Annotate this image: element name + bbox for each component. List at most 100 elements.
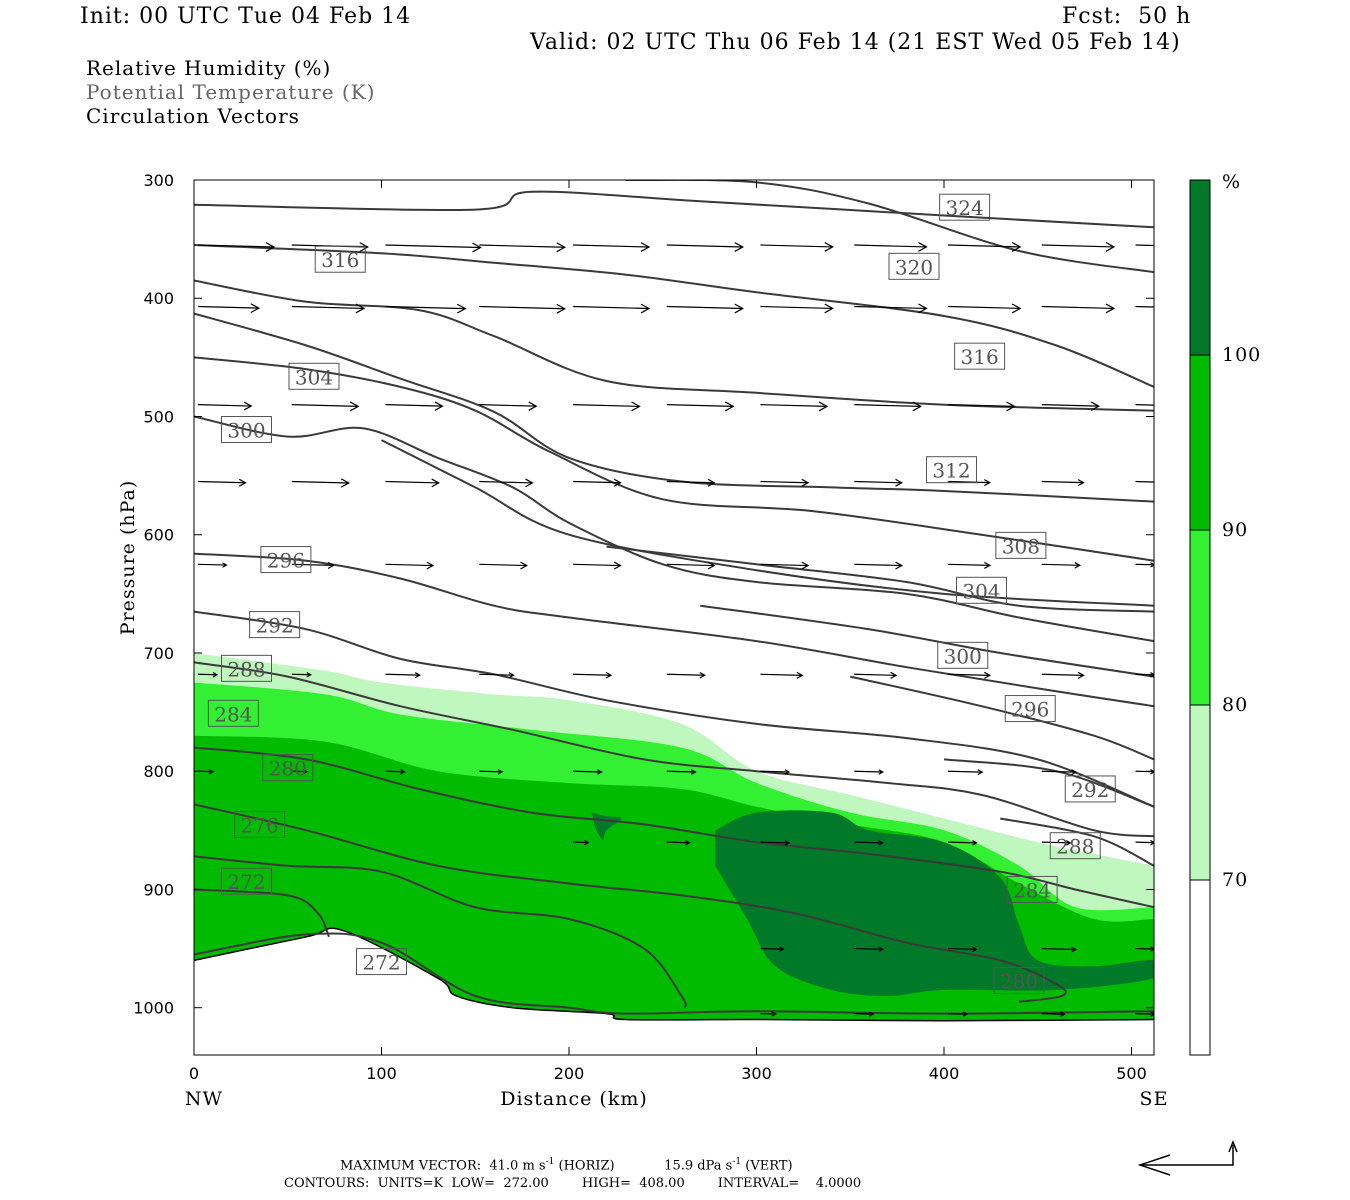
init-time: Init: 00 UTC Tue 04 Feb 14 (80, 4, 412, 29)
vector-shaft (479, 244, 565, 248)
vector-head (977, 769, 984, 776)
vector-shaft (1041, 563, 1080, 566)
vector-head (597, 769, 603, 775)
vector-arrow (572, 671, 613, 679)
theta-label-text: 316 (321, 248, 359, 272)
theta-label-text: 288 (1056, 835, 1094, 859)
vector-head (818, 401, 829, 412)
max-vector-vert-exp: -1 (732, 1157, 742, 1167)
theta-label-text: 292 (1071, 778, 1109, 802)
vector-arrow (854, 769, 884, 775)
theta-label-box (939, 193, 991, 221)
vector-arrow (572, 478, 622, 487)
vector-arrow (479, 769, 504, 775)
vector-arrow (197, 242, 276, 252)
vector-head (912, 401, 922, 412)
vector-shaft (385, 770, 405, 773)
colorbar-label: 70 (1222, 869, 1248, 891)
vector-shaft (385, 305, 466, 310)
y-tick-label: 700 (143, 644, 174, 663)
vector-arrow (854, 242, 928, 252)
max-vector-text: MAXIMUM VECTOR: 41.0 m s-1 (HORIZ) 15.9 … (340, 1157, 793, 1173)
theta-label-box (234, 810, 286, 838)
theta-label-box (1004, 695, 1056, 723)
theta-line-288-17 (1000, 817, 1154, 867)
colorbar-unit: % (1222, 171, 1241, 193)
theta-label-text: 304 (295, 365, 333, 389)
theta-line-292-10 (194, 610, 1154, 808)
vector-shaft (947, 841, 977, 844)
theta-label-text: 324 (946, 196, 984, 220)
vector-arrow (1041, 303, 1116, 314)
vector-head (583, 839, 590, 846)
theta-label-296: 296 (260, 546, 312, 574)
vector-arrow (572, 303, 651, 314)
vector-shaft (572, 673, 612, 676)
vector-arrow (947, 1011, 969, 1017)
colorbar-label: 100 (1222, 344, 1261, 366)
vector-arrow (854, 478, 903, 487)
vector-shaft (572, 563, 621, 567)
vector-head (972, 946, 978, 953)
vector-head (1065, 840, 1072, 846)
vector-shaft (1135, 244, 1154, 247)
valid-time: Valid: 02 UTC Thu 06 Feb 14 (21 EST Wed … (530, 30, 1181, 55)
axes: 300 400 500 600 700 800 900 1000 0 100 200 300 400 50… (117, 171, 1167, 1110)
vector-head (528, 401, 538, 411)
vector-arrow (760, 401, 829, 412)
theta-label-box (1006, 875, 1058, 903)
x-tick-label: 200 (554, 1064, 585, 1083)
y-tick-label: 900 (143, 880, 174, 899)
vector-head (222, 562, 228, 568)
vector-shaft (947, 563, 990, 566)
vector-arrow (385, 561, 435, 570)
vector-head (1077, 671, 1085, 679)
theta-label-box (207, 699, 259, 727)
vector-shaft (572, 305, 650, 310)
vector-head (349, 401, 360, 412)
vector-head (340, 478, 350, 488)
theta-label-text: 272 (227, 870, 265, 894)
theta-label-box (221, 867, 272, 895)
vector-head (1090, 401, 1100, 411)
vector-head (962, 1011, 969, 1017)
vector-arrow (385, 768, 406, 775)
vector-head (1011, 242, 1022, 252)
vector-shaft (1041, 244, 1114, 248)
vector-head (734, 303, 744, 314)
vector-head (400, 768, 406, 775)
theta-label-text: 300 (944, 644, 982, 668)
rh-fill-100-core (715, 810, 1154, 996)
vector-head (1150, 946, 1154, 952)
vector-head (724, 401, 735, 412)
max-vector-spacer (615, 1158, 665, 1173)
max-vector-vert: 15.9 dPa s (664, 1158, 733, 1174)
theta-line-312-5 (194, 356, 1154, 562)
vector-head (302, 768, 309, 775)
vector-arrow (1041, 242, 1116, 252)
vector-shaft (1135, 305, 1154, 308)
vector-head (1150, 1011, 1154, 1017)
vector-head (784, 840, 791, 846)
vector-arrow (947, 561, 992, 569)
field-theta: Potential Temperature (K) (86, 80, 376, 104)
vector-shaft (947, 305, 1021, 310)
vector-arrow (854, 840, 884, 846)
theta-label-text: 312 (932, 459, 970, 483)
theta-label-284: 284 (1006, 875, 1058, 903)
vector-arrow (760, 303, 834, 314)
vector-shaft (854, 770, 883, 773)
theta-label-box (954, 342, 1006, 370)
vector-shaft (572, 404, 640, 408)
vector-shaft (760, 947, 784, 950)
vector-arrow (479, 401, 538, 411)
theta-label-box (221, 415, 272, 443)
vector-arrow (479, 672, 515, 679)
vector-arrow (947, 242, 1022, 252)
ref-vector-head-h (1137, 1154, 1171, 1176)
vector-arrow (197, 672, 219, 678)
vector-shaft (385, 563, 434, 567)
max-vector-horiz-exp: -1 (545, 1157, 555, 1167)
vector-arrow (760, 242, 834, 252)
vector-arrow (572, 242, 651, 252)
